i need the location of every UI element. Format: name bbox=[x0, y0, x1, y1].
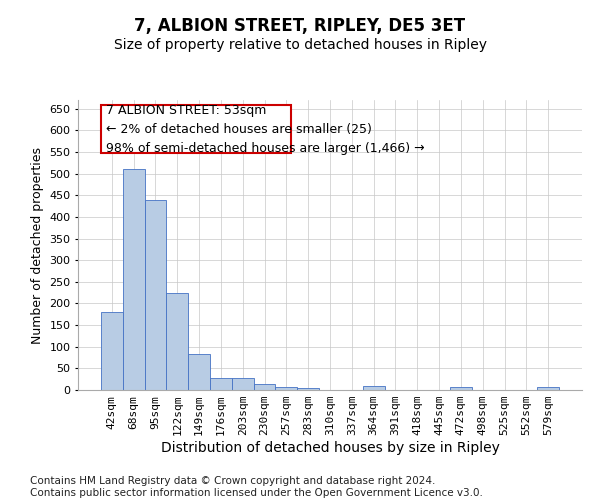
Bar bbox=[254, 384, 275, 390]
Bar bbox=[537, 387, 559, 390]
Bar bbox=[450, 387, 472, 390]
Bar bbox=[232, 378, 254, 390]
Y-axis label: Number of detached properties: Number of detached properties bbox=[31, 146, 44, 344]
Bar bbox=[275, 386, 297, 390]
Bar bbox=[166, 292, 188, 390]
Bar bbox=[363, 386, 385, 390]
Bar bbox=[101, 105, 291, 153]
Text: 7, ALBION STREET, RIPLEY, DE5 3ET: 7, ALBION STREET, RIPLEY, DE5 3ET bbox=[134, 18, 466, 36]
Text: 7 ALBION STREET: 53sqm
← 2% of detached houses are smaller (25)
98% of semi-deta: 7 ALBION STREET: 53sqm ← 2% of detached … bbox=[106, 104, 425, 154]
Text: Contains HM Land Registry data © Crown copyright and database right 2024.
Contai: Contains HM Land Registry data © Crown c… bbox=[30, 476, 483, 498]
Bar bbox=[101, 312, 123, 390]
Bar bbox=[297, 388, 319, 390]
X-axis label: Distribution of detached houses by size in Ripley: Distribution of detached houses by size … bbox=[161, 441, 499, 455]
Bar bbox=[188, 354, 210, 390]
Text: Size of property relative to detached houses in Ripley: Size of property relative to detached ho… bbox=[113, 38, 487, 52]
Bar bbox=[210, 378, 232, 390]
Bar bbox=[145, 200, 166, 390]
Bar bbox=[123, 170, 145, 390]
